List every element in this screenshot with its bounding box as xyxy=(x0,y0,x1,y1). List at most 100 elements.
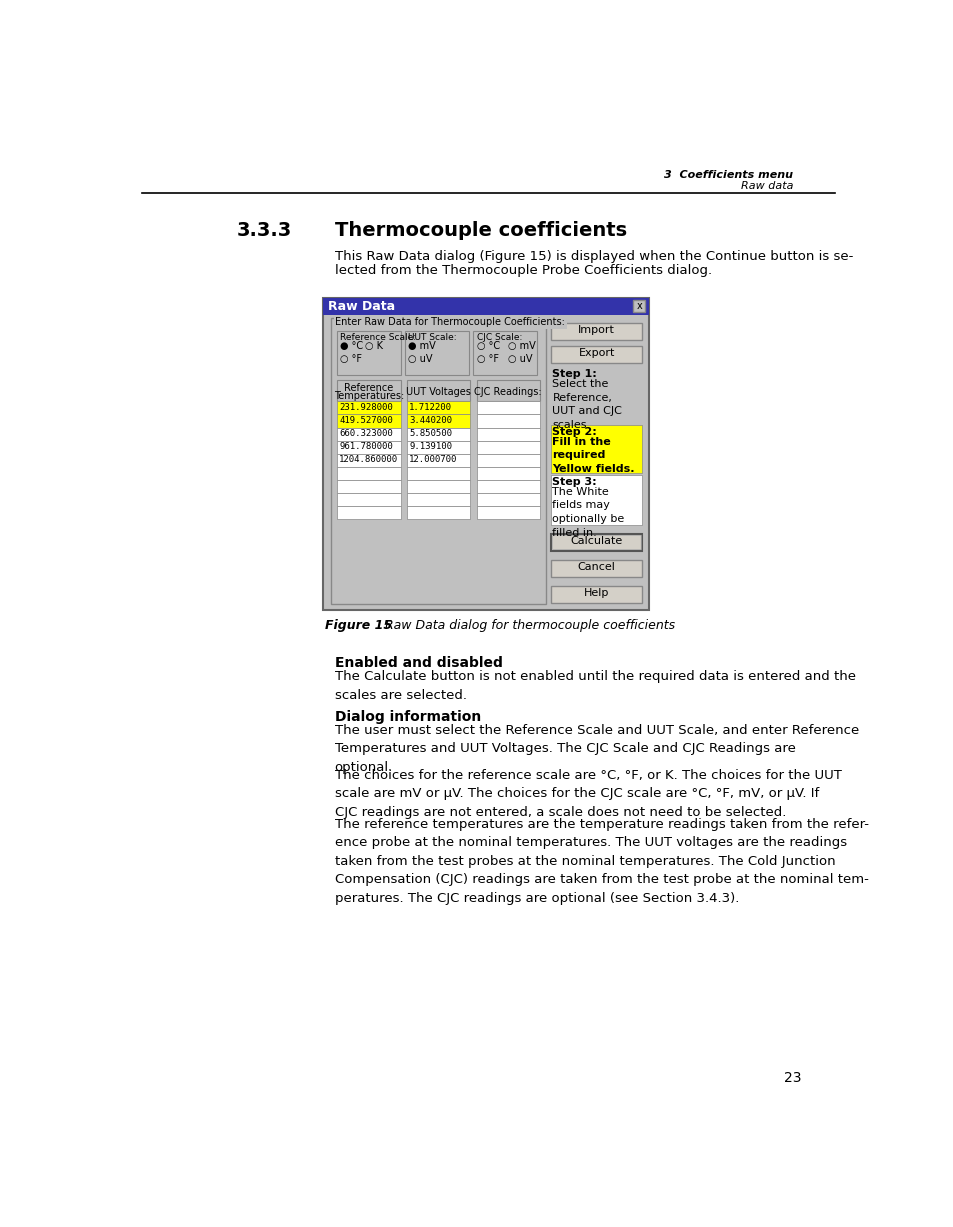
Bar xyxy=(550,475,641,524)
Text: The choices for the reference scale are °C, °F, or K. The choices for the UUT
sc: The choices for the reference scale are … xyxy=(335,768,841,818)
Text: This Raw Data dialog (Figure 15) is displayed when the Continue button is se-: This Raw Data dialog (Figure 15) is disp… xyxy=(335,249,852,263)
Text: 1.712200: 1.712200 xyxy=(409,402,452,412)
Bar xyxy=(476,427,539,440)
Bar xyxy=(405,330,468,375)
Text: UUT Scale:: UUT Scale: xyxy=(408,333,456,342)
Text: ● mV: ● mV xyxy=(408,341,436,351)
Text: Step 1:: Step 1: xyxy=(552,369,597,379)
Text: 3.3.3: 3.3.3 xyxy=(236,221,292,240)
Text: 660.323000: 660.323000 xyxy=(339,429,393,438)
Bar xyxy=(473,330,537,375)
Text: x: x xyxy=(636,302,641,312)
Bar xyxy=(633,299,645,312)
Text: Cancel: Cancel xyxy=(578,562,615,572)
Text: ○ mV: ○ mV xyxy=(507,341,535,351)
Bar xyxy=(336,415,400,427)
Bar xyxy=(336,401,400,415)
Text: 231.928000: 231.928000 xyxy=(339,402,393,412)
Text: 23: 23 xyxy=(783,1071,801,1085)
Bar xyxy=(550,587,641,604)
Bar xyxy=(476,415,539,427)
Text: Calculate: Calculate xyxy=(570,536,622,546)
Text: Step 3:: Step 3: xyxy=(552,477,597,487)
Bar xyxy=(406,415,470,427)
Text: Reference: Reference xyxy=(344,383,393,393)
Bar xyxy=(336,454,400,466)
Bar xyxy=(476,401,539,415)
Bar xyxy=(406,380,470,401)
Bar xyxy=(336,493,400,506)
Text: UUT Voltages: UUT Voltages xyxy=(406,388,471,398)
Bar xyxy=(406,493,470,506)
Text: 1204.860000: 1204.860000 xyxy=(339,455,398,464)
Text: The user must select the Reference Scale and UUT Scale, and enter Reference
Temp: The user must select the Reference Scale… xyxy=(335,724,858,774)
Text: ○ °C: ○ °C xyxy=(476,341,499,351)
Text: 3  Coefficients menu: 3 Coefficients menu xyxy=(664,171,793,180)
Text: Raw Data: Raw Data xyxy=(328,301,395,313)
Bar xyxy=(476,480,539,493)
Bar xyxy=(550,560,641,577)
Bar xyxy=(323,298,648,610)
Text: Help: Help xyxy=(583,589,609,599)
Bar xyxy=(336,440,400,454)
Bar xyxy=(476,454,539,466)
Text: The reference temperatures are the temperature readings taken from the refer-
en: The reference temperatures are the tempe… xyxy=(335,818,868,904)
Text: ○ °F: ○ °F xyxy=(476,353,498,363)
Text: Raw data: Raw data xyxy=(740,182,793,191)
Text: ● °C: ● °C xyxy=(340,341,363,351)
Text: ○ uV: ○ uV xyxy=(408,353,433,363)
Bar xyxy=(552,535,640,550)
Text: Step 2:: Step 2: xyxy=(552,427,597,437)
Text: Export: Export xyxy=(578,348,614,358)
Bar xyxy=(476,506,539,519)
Bar xyxy=(336,506,400,519)
Bar xyxy=(406,466,470,480)
Bar xyxy=(550,323,641,340)
Text: The Calculate button is not enabled until the required data is entered and the
s: The Calculate button is not enabled unti… xyxy=(335,670,855,702)
Bar xyxy=(476,440,539,454)
Text: CJC Readings:: CJC Readings: xyxy=(474,388,541,398)
Text: The White
fields may
optionally be
filled in.: The White fields may optionally be fille… xyxy=(552,487,624,537)
Text: CJC Scale:: CJC Scale: xyxy=(476,333,521,342)
Text: Figure 15: Figure 15 xyxy=(324,620,392,632)
Text: 3.440200: 3.440200 xyxy=(409,416,452,425)
Bar xyxy=(406,506,470,519)
Bar xyxy=(550,534,641,551)
Bar xyxy=(476,380,539,401)
Text: Reference Scale:: Reference Scale: xyxy=(340,333,416,342)
Text: 12.000700: 12.000700 xyxy=(409,455,457,464)
Bar xyxy=(336,480,400,493)
Bar xyxy=(550,346,641,363)
Text: 5.850500: 5.850500 xyxy=(409,429,452,438)
Text: ○ K: ○ K xyxy=(365,341,382,351)
Bar xyxy=(406,454,470,466)
Text: Temperatures:: Temperatures: xyxy=(334,391,403,401)
Text: Raw Data dialog for thermocouple coefficients: Raw Data dialog for thermocouple coeffic… xyxy=(373,620,674,632)
Bar xyxy=(476,493,539,506)
Text: Enabled and disabled: Enabled and disabled xyxy=(335,656,502,670)
Bar xyxy=(550,426,641,472)
Bar xyxy=(336,466,400,480)
Bar xyxy=(406,480,470,493)
Bar xyxy=(336,330,400,375)
Text: Select the
Reference,
UUT and CJC
scales.: Select the Reference, UUT and CJC scales… xyxy=(552,379,621,429)
Bar xyxy=(406,427,470,440)
Text: 419.527000: 419.527000 xyxy=(339,416,393,425)
Text: Enter Raw Data for Thermocouple Coefficients:: Enter Raw Data for Thermocouple Coeffici… xyxy=(335,318,565,328)
Text: Thermocouple coefficients: Thermocouple coefficients xyxy=(335,221,626,240)
Text: 9.139100: 9.139100 xyxy=(409,442,452,452)
Text: lected from the Thermocouple Probe Coefficients dialog.: lected from the Thermocouple Probe Coeff… xyxy=(335,264,711,277)
Bar xyxy=(406,401,470,415)
Bar xyxy=(336,380,400,401)
Text: Fill in the
required
Yellow fields.: Fill in the required Yellow fields. xyxy=(552,437,635,474)
Text: ○ uV: ○ uV xyxy=(507,353,532,363)
Bar xyxy=(476,466,539,480)
Text: 961.780000: 961.780000 xyxy=(339,442,393,452)
Text: Import: Import xyxy=(578,325,615,335)
Bar xyxy=(336,427,400,440)
Bar xyxy=(323,298,648,315)
Bar xyxy=(331,318,546,604)
Bar xyxy=(406,440,470,454)
Text: Dialog information: Dialog information xyxy=(335,710,480,724)
Text: ○ °F: ○ °F xyxy=(340,353,362,363)
